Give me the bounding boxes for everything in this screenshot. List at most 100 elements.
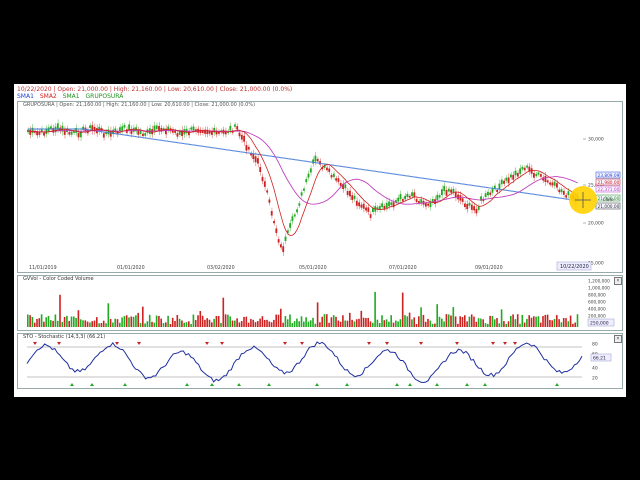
close-icon[interactable]: × <box>614 277 622 285</box>
volume-bar <box>388 321 390 327</box>
candle <box>415 198 418 203</box>
sell-signal-marker <box>220 342 224 345</box>
volume-bar <box>158 315 160 327</box>
volume-bar <box>125 315 128 327</box>
candle <box>116 131 119 135</box>
candle <box>261 176 264 182</box>
legend-item-sma3[interactable]: SMA1 <box>62 93 80 100</box>
legend-item-sma2[interactable]: SMA2 <box>39 93 57 100</box>
sell-signal-marker <box>57 342 61 345</box>
volume-bar <box>123 316 126 327</box>
volume-bar <box>132 316 135 327</box>
volume-bar <box>185 322 188 327</box>
volume-bar <box>222 297 225 327</box>
candle <box>45 128 48 134</box>
candle <box>475 208 478 214</box>
candle <box>268 199 271 203</box>
volume-bar <box>128 317 130 327</box>
candle <box>326 167 328 171</box>
candle <box>119 127 121 132</box>
volume-bar <box>556 315 558 327</box>
stochastic-last-value: 66.21 <box>593 356 606 362</box>
volume-bar <box>231 320 234 327</box>
candle <box>445 190 448 196</box>
sell-signal-marker <box>491 342 495 345</box>
volume-bar <box>408 312 411 327</box>
candle <box>355 200 358 206</box>
volume-bar <box>314 323 317 327</box>
close-icon[interactable]: × <box>614 335 622 343</box>
volume-bar <box>358 318 360 327</box>
stochastic-panel[interactable]: 80604020 66.21 STO - Stochastic (14,3,3)… <box>17 333 623 389</box>
date-tick-label: 09/01/2020 <box>475 265 503 271</box>
volume-bar <box>514 319 517 327</box>
volume-bar <box>404 315 406 327</box>
volume-bar <box>397 321 399 327</box>
legend-item-symbol[interactable]: GRUPOSURA <box>85 93 124 100</box>
volume-bar <box>234 320 236 327</box>
candle <box>79 131 82 138</box>
candle <box>199 129 202 133</box>
candle <box>546 180 549 183</box>
volume-bar <box>91 321 94 327</box>
volume-bar <box>259 318 261 327</box>
volume-panel[interactable]: 1,200,000 1,000,000 800,000 600,000 400,000 2… <box>17 275 623 331</box>
candle <box>523 167 526 171</box>
candle <box>142 133 144 137</box>
volume-bar <box>307 321 310 327</box>
stochastic-chart[interactable]: 80604020 66.21 <box>17 333 623 389</box>
candle <box>514 170 517 176</box>
candle <box>367 207 370 212</box>
volume-bar <box>355 319 358 327</box>
candle <box>401 198 404 202</box>
legend-item-sma1[interactable]: SMA1 <box>17 93 34 100</box>
crosshair-icon[interactable] <box>575 192 591 208</box>
candle <box>372 208 374 213</box>
volume-bar <box>372 322 374 327</box>
candle <box>93 127 96 132</box>
candle <box>254 156 257 163</box>
price-chart[interactable]: 30,000 25,000 20,000 15,000 11/01/2019 01/01… <box>17 101 623 273</box>
volume-bar <box>539 322 542 327</box>
volume-bar <box>201 315 204 327</box>
volume-bar <box>349 312 351 327</box>
volume-bar <box>61 321 64 327</box>
volume-tick-label: 800,000 <box>588 293 606 299</box>
sell-signal-marker <box>455 342 459 345</box>
last-date-box <box>556 261 592 271</box>
volume-bar <box>217 316 220 327</box>
price-badge <box>595 171 621 179</box>
candle <box>362 203 365 209</box>
volume-bar <box>466 321 468 327</box>
volume-bar <box>194 319 197 327</box>
candle <box>121 126 124 131</box>
volume-bar <box>376 319 379 327</box>
volume-bar <box>116 319 119 327</box>
volume-bar <box>153 322 156 327</box>
volume-bar <box>457 323 459 327</box>
candle <box>496 189 499 193</box>
candle <box>280 244 282 248</box>
candle <box>314 155 317 162</box>
volume-bar <box>562 318 565 327</box>
volume-bar <box>484 323 487 327</box>
price-tick-label: 25,000 <box>588 183 604 189</box>
volume-bar <box>475 321 478 327</box>
sma-short-line <box>28 128 578 237</box>
volume-bar <box>360 310 363 327</box>
volume-bar <box>142 306 144 327</box>
volume-bar <box>395 320 397 327</box>
candle <box>388 201 390 207</box>
volume-bar <box>353 321 356 327</box>
volume-bar <box>445 314 448 327</box>
candle <box>144 133 147 136</box>
price-panel[interactable]: 30,000 25,000 20,000 15,000 11/01/2019 01/01… <box>17 101 623 273</box>
candle <box>293 214 296 217</box>
price-badge <box>595 185 621 193</box>
volume-chart[interactable]: 1,200,0001,000,000800,000600,000400,0002… <box>17 275 623 331</box>
candle <box>397 197 400 202</box>
candle <box>537 172 540 175</box>
volume-bar <box>344 320 347 327</box>
volume-bar <box>434 323 436 327</box>
candle <box>408 195 411 198</box>
